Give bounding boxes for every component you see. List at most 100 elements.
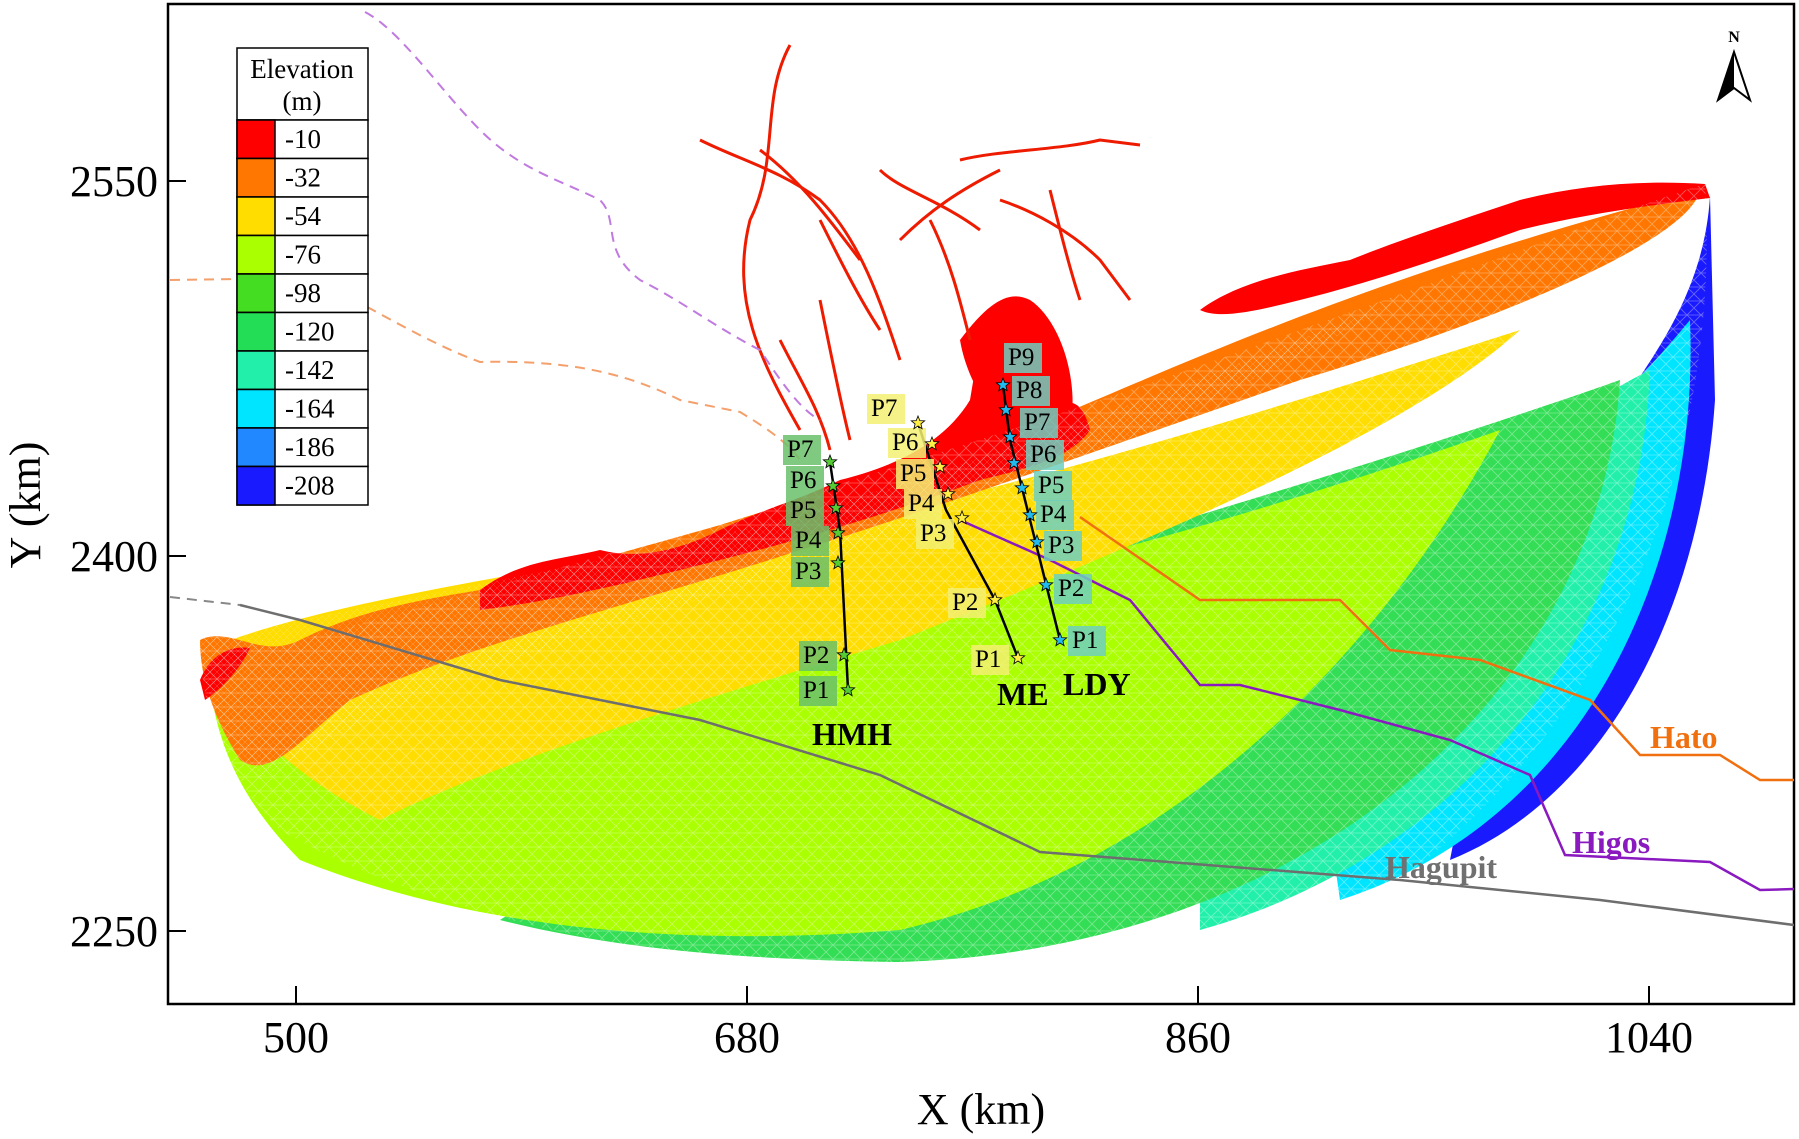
point-star-icon <box>1014 479 1030 495</box>
legend-entry: -186 <box>236 427 369 468</box>
legend-value: -208 <box>285 471 335 501</box>
legend-entry: -164 <box>236 388 369 429</box>
point-star-icon <box>998 401 1014 417</box>
legend-entry: -32 <box>236 157 369 198</box>
point-label-bg <box>1036 500 1074 530</box>
legend-title-line1: Elevation <box>250 54 354 84</box>
point-star-icon <box>932 458 948 474</box>
legend-entry: -98 <box>236 273 369 314</box>
point-star-icon <box>1029 533 1045 549</box>
point-label: P2 <box>1058 575 1084 602</box>
point-label-bg <box>1044 531 1082 561</box>
legend-swatch <box>236 427 276 468</box>
track-higos <box>959 518 1794 892</box>
point-label: P6 <box>790 467 816 494</box>
point-star-icon <box>954 509 970 525</box>
transect-name-hmh: HMH <box>812 716 892 752</box>
track-hato <box>1079 515 1794 782</box>
point-label: P6 <box>892 429 918 456</box>
point-label-bg <box>888 428 926 458</box>
transect-hmh: P1 P2 P3 P4 P5 P6 P7 HMH <box>783 435 892 752</box>
legend-entry: -120 <box>236 311 369 352</box>
point-label: P1 <box>803 677 829 704</box>
point-star-icon <box>924 435 940 451</box>
point-label: P3 <box>920 520 946 547</box>
transect-hmh-points: P1 P2 P3 P4 P5 P6 P7 <box>783 435 856 706</box>
legend-value: -32 <box>285 163 321 193</box>
storm-label-hato: Hato <box>1650 719 1718 755</box>
point-label: P7 <box>871 395 897 422</box>
point-star-icon <box>1010 649 1026 665</box>
legend-swatch <box>236 119 276 160</box>
point-label: P1 <box>1072 627 1098 654</box>
x-tick-label-680: 680 <box>714 1013 780 1062</box>
legend-value: -142 <box>285 355 335 385</box>
legend-value: -98 <box>285 278 321 308</box>
legend-value: -186 <box>285 432 335 462</box>
point-label: P7 <box>787 436 813 463</box>
legend-title-box <box>236 47 369 121</box>
point-star-icon <box>825 477 841 493</box>
legend-entry: -10 <box>236 119 369 160</box>
transect-me: P1 P2 P3 P4 P5 P6 P7 ME <box>867 394 1049 712</box>
x-tick-label-860: 860 <box>1165 1013 1231 1062</box>
river-network <box>699 44 1141 451</box>
point-label: P5 <box>900 460 926 487</box>
legend-value: -54 <box>285 201 321 231</box>
legend-swatch <box>236 388 276 429</box>
north-arrow-half <box>1718 52 1734 100</box>
legend-value: -120 <box>285 317 335 347</box>
elevation-legend: Elevation (m) -10 -32 -54 -76 -98 -120 -142 -16… <box>236 47 369 506</box>
point-star-icon <box>1052 631 1068 647</box>
point-label-bg <box>791 526 829 556</box>
transect-name-me: ME <box>997 676 1049 712</box>
point-label: P2 <box>803 642 829 669</box>
band-red-east <box>1200 182 1710 315</box>
point-star-icon <box>1006 454 1022 470</box>
point-star-icon <box>987 591 1003 607</box>
point-star-icon <box>830 524 846 540</box>
point-star-icon <box>1002 428 1018 444</box>
point-label-bg <box>1012 376 1050 406</box>
bathymetry-mesh <box>200 182 1715 963</box>
legend-swatch <box>236 350 276 391</box>
point-label-bg <box>1026 440 1064 470</box>
north-label: N <box>1728 29 1740 46</box>
point-star-icon <box>836 646 852 662</box>
point-label-bg <box>786 466 824 496</box>
point-label-bg <box>1020 408 1058 438</box>
point-label-bg <box>1034 471 1072 501</box>
point-label-bg <box>1068 626 1106 656</box>
track-hagupit <box>239 603 1794 927</box>
point-label-bg <box>971 645 1009 675</box>
point-star-icon <box>995 376 1011 392</box>
point-label: P4 <box>908 490 935 517</box>
point-label: P7 <box>1024 409 1050 436</box>
y-tick-label-2400: 2400 <box>70 532 158 581</box>
x-tick-label-1040: 1040 <box>1605 1013 1693 1062</box>
storm-label-higos: Higos <box>1572 824 1650 860</box>
point-label-bg <box>786 496 824 526</box>
legend-value: -76 <box>285 240 321 270</box>
point-label-bg <box>948 588 986 618</box>
point-label-bg <box>916 519 954 549</box>
legend-swatch <box>236 234 276 275</box>
point-star-icon <box>822 453 838 469</box>
transect-me-points: P1 P2 P3 P4 P5 P6 P7 <box>867 394 1026 675</box>
x-tick-label-500: 500 <box>263 1013 329 1062</box>
y-axis: 2550 2400 2250 Y (km) <box>1 157 186 956</box>
point-label: P4 <box>1040 501 1067 528</box>
legend-entry: -54 <box>236 196 369 237</box>
point-label: P2 <box>952 589 978 616</box>
point-star-icon <box>828 499 844 515</box>
y-axis-title: Y (km) <box>1 442 50 569</box>
point-label: P4 <box>795 527 822 554</box>
point-star-icon <box>1038 576 1054 592</box>
y-tick-label-2250: 2250 <box>70 907 158 956</box>
point-label: P3 <box>1048 532 1074 559</box>
boundary-dashed-orange <box>169 276 801 461</box>
boundary-dashed-gray <box>169 596 241 606</box>
